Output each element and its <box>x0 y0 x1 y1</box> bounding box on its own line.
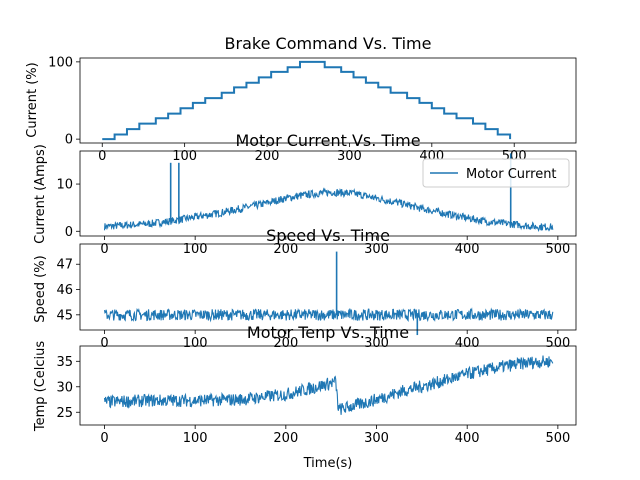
y-tick-label: 47 <box>56 258 73 273</box>
temp-xlabel: Time(s) <box>303 456 353 471</box>
y-tick-label: 35 <box>56 355 73 370</box>
x-tick-label: 100 <box>183 431 208 446</box>
x-tick-label: 200 <box>273 336 298 351</box>
panel-motor-current: 0 100 200 300 400 500 0 10 Current (Amps) Motor… <box>33 131 577 257</box>
series-trace <box>103 307 554 323</box>
temp-plot-area <box>103 355 554 415</box>
brake-series-line <box>102 60 512 141</box>
brake-ylabel: Current (%) <box>25 62 40 137</box>
brake-axes-frame <box>79 57 577 144</box>
x-tick-label: 500 <box>545 242 570 257</box>
x-tick-label: 400 <box>455 242 480 257</box>
x-tick-label: 0 <box>100 336 108 351</box>
speed-ylabel: Speed (%) <box>33 255 48 322</box>
series-trace <box>103 355 554 415</box>
x-tick-label: 500 <box>545 431 570 446</box>
speed-ticks: 0 100 200 300 400 500 45 46 47 <box>56 258 570 351</box>
temp-title: Motor Tenp Vs. Time <box>247 323 409 342</box>
brake-plot-area <box>102 60 512 141</box>
legend-label: Motor Current <box>466 167 557 182</box>
panel-speed: 0 100 200 300 400 500 45 46 47 Speed (%) Speed V… <box>33 226 577 351</box>
x-tick-label: 500 <box>545 336 570 351</box>
temp-ticks: 0 100 200 300 400 500 25 30 35 <box>56 355 570 446</box>
x-tick-label: 0 <box>100 242 108 257</box>
y-tick-label: 45 <box>56 308 73 323</box>
y-tick-label: 0 <box>65 225 73 240</box>
x-tick-label: 100 <box>183 336 208 351</box>
x-tick-label: 400 <box>455 336 480 351</box>
panel-motor-temp: 0 100 200 300 400 500 25 30 35 Temp (Celcius Mot… <box>33 323 577 471</box>
current-axes-frame <box>79 150 577 237</box>
x-tick-label: 100 <box>183 242 208 257</box>
legend-box <box>422 158 570 188</box>
y-tick-label: 30 <box>56 380 73 395</box>
current-title: Motor Current Vs. Time <box>235 131 420 150</box>
current-ylabel: Current (Amps) <box>33 144 48 244</box>
current-ticks: 0 100 200 300 400 500 0 10 <box>56 178 570 257</box>
current-legend: Motor Current <box>422 158 570 188</box>
y-tick-label: 0 <box>65 133 73 148</box>
x-tick-label: 300 <box>364 336 389 351</box>
temp-axes-frame <box>79 345 577 426</box>
temp-ylabel: Temp (Celcius <box>33 341 48 433</box>
series-trace <box>103 187 554 233</box>
x-tick-label: 300 <box>364 431 389 446</box>
x-tick-label: 0 <box>98 149 106 164</box>
speed-title: Speed Vs. Time <box>266 226 390 245</box>
y-tick-label: 46 <box>56 283 73 298</box>
brake-title: Brake Command Vs. Time <box>225 34 432 53</box>
x-tick-label: 200 <box>255 149 280 164</box>
x-tick-label: 400 <box>455 431 480 446</box>
y-tick-label: 25 <box>56 406 73 421</box>
x-tick-label: 100 <box>172 149 197 164</box>
x-tick-label: 0 <box>100 431 108 446</box>
y-tick-label: 10 <box>56 178 73 193</box>
speed-axes-frame <box>79 243 577 331</box>
x-tick-label: 200 <box>273 431 298 446</box>
x-tick-label: 300 <box>364 242 389 257</box>
y-tick-label: 100 <box>48 55 73 70</box>
x-tick-label: 200 <box>273 242 298 257</box>
current-plot-area <box>103 153 554 233</box>
speed-plot-area <box>103 251 554 336</box>
x-tick-label: 300 <box>337 149 362 164</box>
